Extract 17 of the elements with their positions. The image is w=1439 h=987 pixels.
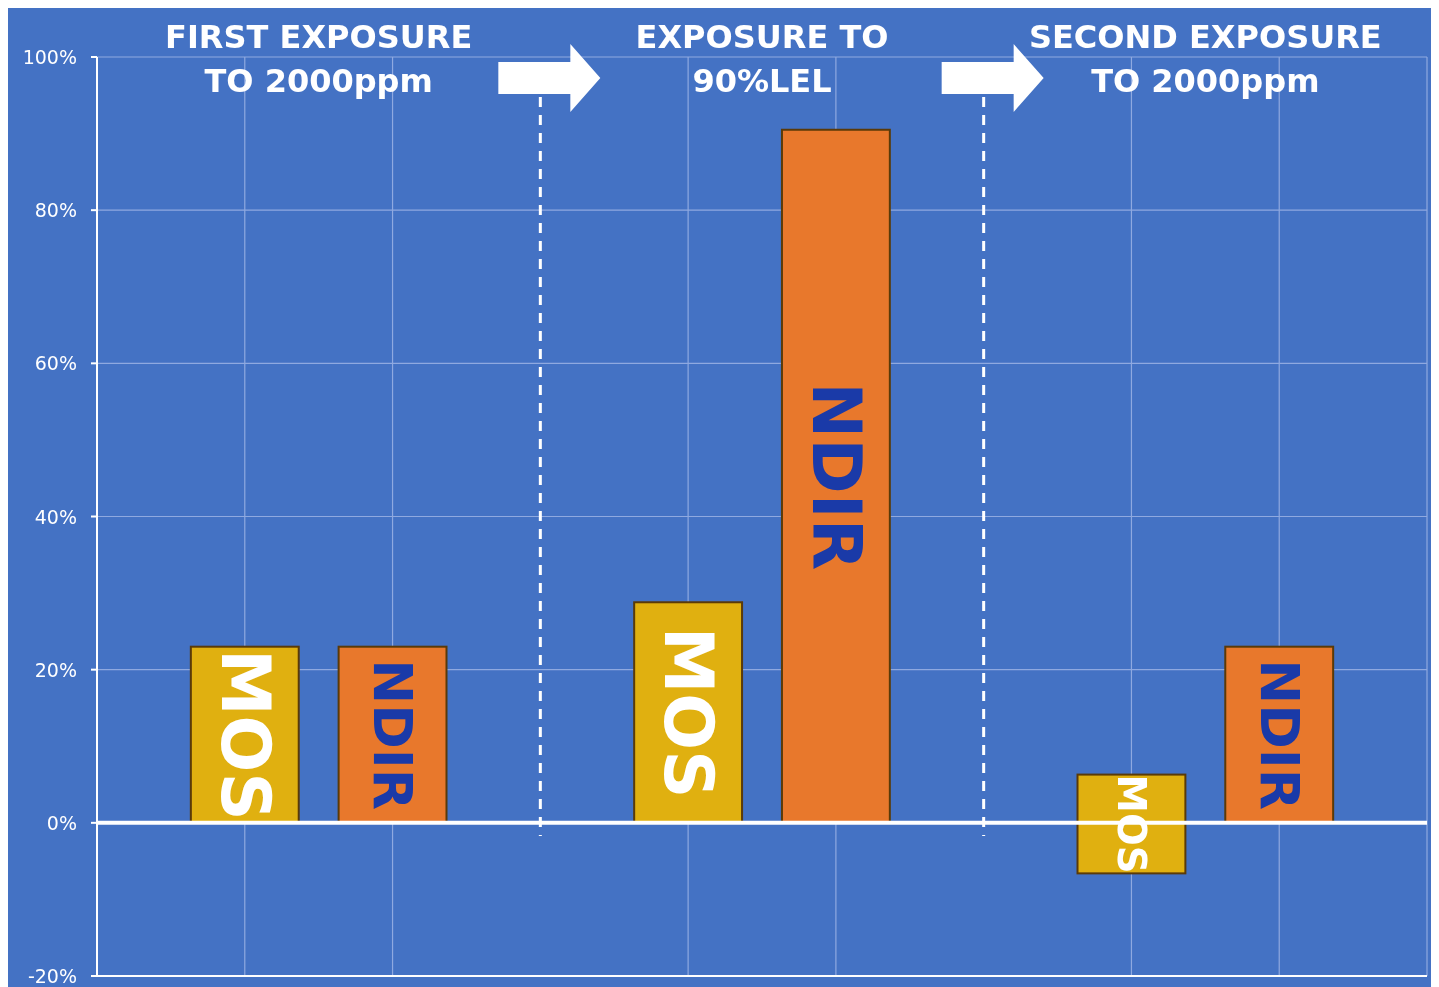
y-tick-label: 20% (34, 658, 77, 681)
text: NDIR (1247, 659, 1311, 811)
series-label: NDIR (361, 659, 425, 811)
text: MOS (649, 626, 728, 799)
bar (780, 128, 891, 824)
text: MOS (205, 648, 284, 821)
series-label: MOS (1108, 774, 1154, 874)
x-tick-label: EXPOSURE TO 90%LEL (635, 18, 889, 100)
y-tick-label: 60% (34, 352, 77, 375)
y-tick-label: 40% (34, 505, 77, 528)
text: NDIR (796, 382, 875, 571)
y-tick-label: -20% (27, 965, 77, 987)
x-tick-label: FIRST EXPOSURE TO 2000ppm (165, 18, 473, 100)
y-tick-label: 0% (46, 811, 77, 834)
y-tick-label: 80% (34, 199, 77, 222)
y-tick-label: 100% (22, 46, 77, 68)
x-tick-label: SECOND EXPOSURE TO 2000ppm (1028, 18, 1382, 100)
